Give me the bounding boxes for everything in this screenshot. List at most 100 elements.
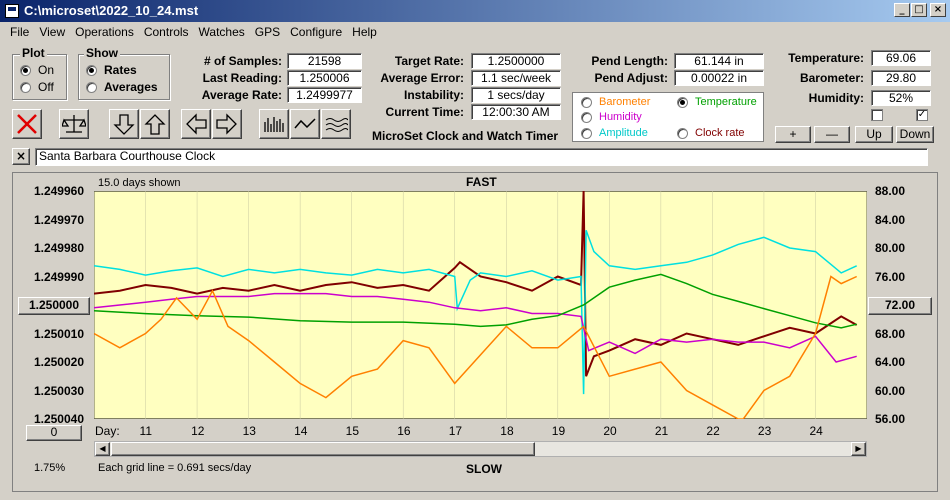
x-tick-label: 12: [191, 424, 205, 438]
menu-configure[interactable]: Configure: [290, 25, 343, 39]
maximize-icon[interactable]: □: [911, 3, 927, 17]
x-tick-label: 19: [551, 424, 566, 438]
plot-background: [94, 191, 867, 419]
x-tick-label: 13: [242, 424, 256, 438]
plot-on-label: On: [38, 63, 55, 77]
series-barometer: [94, 275, 858, 419]
show-rates-radio[interactable]: [86, 65, 97, 76]
amplitude-radio[interactable]: [581, 128, 592, 139]
menu-operations[interactable]: Operations: [75, 25, 134, 39]
clock-name-field[interactable]: Santa Barbara Courthouse Clock: [35, 148, 928, 166]
window-title: C:\microset\2022_10_24.mst: [24, 3, 199, 18]
average-rate-label: Average Rate:: [201, 88, 282, 102]
show-averages-radio[interactable]: [86, 82, 97, 93]
wave-graph-button[interactable]: [321, 109, 351, 139]
x-tick-label: 21: [654, 424, 669, 438]
scroll-thumb[interactable]: [111, 442, 535, 456]
temperature-field: 69.06: [871, 50, 931, 66]
plot-off-radio[interactable]: [20, 82, 31, 93]
pend-adjust-label: Pend Adjust:: [594, 71, 668, 85]
scroll-right-icon[interactable]: ▶: [851, 442, 866, 456]
samples-field: 21598: [287, 53, 362, 69]
y-left-tick: 1.250040: [33, 412, 84, 426]
option-checkbox-1[interactable]: [871, 109, 883, 121]
x-tick-label: 24: [809, 424, 823, 438]
option-checkbox-2[interactable]: ✓: [916, 109, 928, 121]
x-tick-label: 14: [294, 424, 308, 438]
barometer-option-label: Barometer: [599, 96, 651, 108]
menu-gps[interactable]: GPS: [254, 25, 281, 39]
menu-controls[interactable]: Controls: [143, 25, 189, 39]
arrow-up-button[interactable]: [140, 109, 170, 139]
menu-watches[interactable]: Watches: [198, 25, 245, 39]
x-tick-label: 23: [757, 424, 772, 438]
title-bar: C:\microset\2022_10_24.mst _ □ ×: [0, 0, 950, 22]
x-tick-label: 17: [448, 424, 463, 438]
zero-button[interactable]: 0: [26, 425, 82, 441]
current-time-label: Current Time:: [385, 105, 464, 119]
series-temperature: [94, 273, 857, 329]
line-graph-button[interactable]: [290, 109, 320, 139]
menu-view[interactable]: View: [39, 25, 66, 39]
close-icon[interactable]: ×: [930, 3, 946, 17]
average-error-label: Average Error:: [380, 71, 464, 85]
close-clock-icon[interactable]: ×: [12, 148, 30, 165]
grid-note-label: Each grid line = 0.691 secs/day: [98, 462, 252, 474]
menu-bar: File View Operations Controls Watches GPS Conf…: [0, 22, 950, 42]
arrow-down-button[interactable]: [109, 109, 139, 139]
center-temperature-button[interactable]: 72.00: [868, 297, 932, 315]
show-averages-label: Averages: [104, 80, 158, 94]
scroll-left-icon[interactable]: ◀: [95, 442, 110, 456]
minus-button[interactable]: —: [814, 126, 850, 143]
horizontal-scrollbar[interactable]: ◀ ▶: [94, 441, 867, 457]
amplitude-option-label: Amplitude: [599, 127, 648, 139]
current-time-field: 12:00:30 AM: [471, 104, 561, 120]
show-group: [78, 54, 170, 100]
y-right-tick: 76.00: [875, 270, 906, 284]
minimize-icon[interactable]: _: [894, 3, 910, 17]
samples-label: # of Samples:: [203, 54, 282, 68]
temperature-radio[interactable]: [677, 97, 688, 108]
y-left-tick: 1.250030: [33, 384, 84, 398]
day-axis-label: Day:: [95, 424, 120, 438]
series-humidity: [94, 292, 857, 363]
rate-chart: [94, 191, 867, 419]
balance-button[interactable]: [59, 109, 89, 139]
barometer-label: Barometer:: [799, 71, 864, 85]
arrow-right-button[interactable]: [212, 109, 242, 139]
barometer-radio[interactable]: [581, 97, 592, 108]
up-button[interactable]: Up: [855, 126, 893, 143]
bar-graph-button[interactable]: [259, 109, 289, 139]
plot-off-label: Off: [38, 80, 54, 94]
clear-button[interactable]: [12, 109, 42, 139]
menu-help[interactable]: Help: [352, 25, 377, 39]
last-reading-field: 1.250006: [287, 70, 362, 86]
percent-label: 1.75%: [34, 462, 66, 474]
barometer-field: 29.80: [871, 70, 931, 86]
y-left-tick: 1.250020: [33, 355, 84, 369]
average-error-field: 1.1 sec/week: [471, 70, 561, 86]
y-left-tick: 1.249960: [33, 184, 84, 198]
instability-field: 1 secs/day: [471, 87, 561, 103]
last-reading-label: Last Reading:: [202, 71, 282, 85]
target-rate-label: Target Rate:: [394, 54, 464, 68]
app-caption: MicroSet Clock and Watch Timer: [372, 129, 559, 143]
arrow-left-button[interactable]: [181, 109, 211, 139]
humidity-radio[interactable]: [581, 112, 592, 123]
series-amplitude: [94, 229, 858, 395]
down-button[interactable]: Down: [896, 126, 934, 143]
series-clock-rate: [94, 191, 858, 377]
instability-label: Instability:: [403, 88, 464, 102]
center-rate-button[interactable]: 1.250000: [18, 297, 90, 315]
plot-on-radio[interactable]: [20, 65, 31, 76]
chart-frame: [12, 172, 938, 492]
clock-rate-option-label: Clock rate: [695, 127, 745, 139]
clock-rate-radio[interactable]: [677, 128, 688, 139]
temperature-option-label: Temperature: [695, 96, 757, 108]
plot-group-label: Plot: [20, 46, 47, 60]
menu-file[interactable]: File: [10, 25, 30, 39]
y-right-tick: 80.00: [875, 241, 906, 255]
pend-adjust-field: 0.00022 in: [674, 70, 764, 86]
plus-button[interactable]: +: [775, 126, 811, 143]
y-left-tick: 1.249980: [33, 241, 84, 255]
